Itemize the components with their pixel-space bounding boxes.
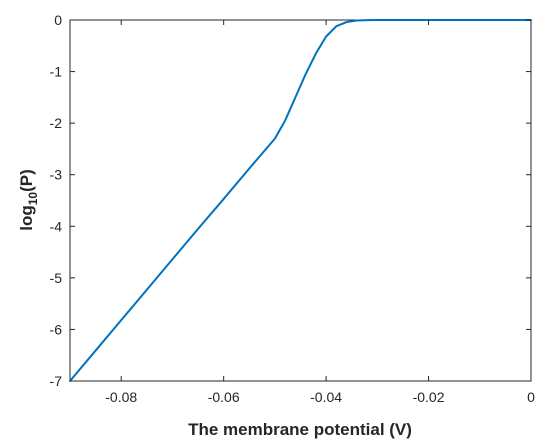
y-tick-label: -2 <box>50 115 63 131</box>
x-axis-title: The membrane potential (V) <box>188 420 412 439</box>
y-axis-title-rest: (P) <box>17 169 36 192</box>
x-axis: -0.08 -0.06 -0.04 -0.02 0 <box>105 20 535 405</box>
axes-box <box>69 19 532 382</box>
series-line <box>69 19 532 382</box>
y-tick-label: -3 <box>50 167 63 183</box>
y-axis-title: log10(P) <box>17 169 40 231</box>
y-tick-label: 0 <box>54 12 62 28</box>
x-tick-label: -0.04 <box>310 389 342 405</box>
y-tick-label: -1 <box>50 64 63 80</box>
x-tick-label: -0.08 <box>105 389 137 405</box>
y-axis-title-base: log <box>17 205 36 231</box>
y-axis: 0 -1 -2 -3 -4 -5 -6 -7 <box>50 12 531 389</box>
y-tick-label: -5 <box>50 270 63 286</box>
x-tick-label: 0 <box>527 389 535 405</box>
y-tick-label: -4 <box>50 218 63 234</box>
y-tick-label: -7 <box>50 373 63 389</box>
y-axis-title-subscript: 10 <box>26 192 40 206</box>
plot-area <box>69 19 532 382</box>
x-tick-label: -0.02 <box>413 389 445 405</box>
y-tick-label: -6 <box>50 321 63 337</box>
x-tick-label: -0.06 <box>208 389 240 405</box>
